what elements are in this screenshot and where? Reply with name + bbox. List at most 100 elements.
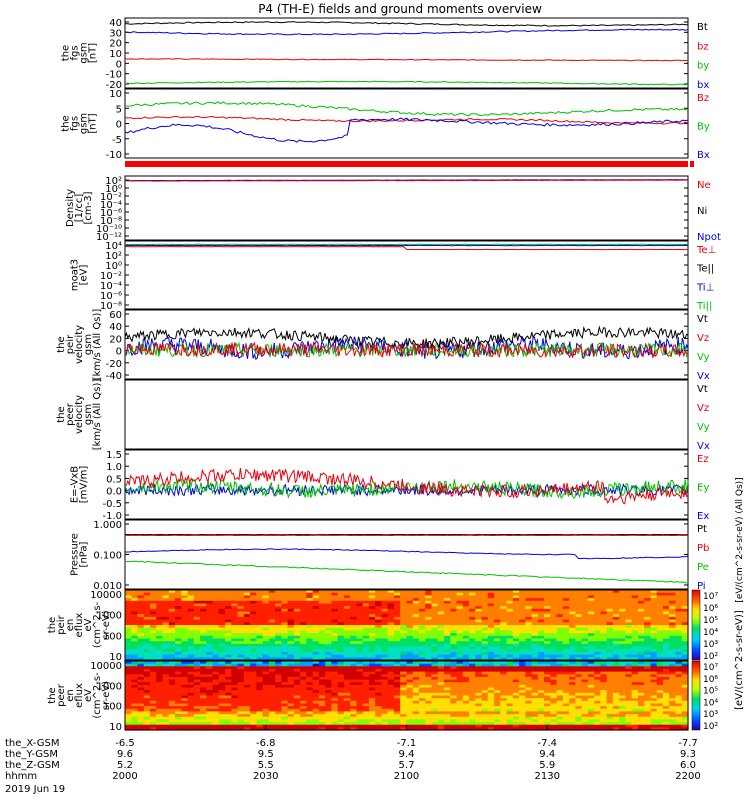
spectrogram-cell [193,682,201,686]
spectrogram-cell [137,722,145,726]
spectrogram-cell [531,711,539,715]
spectrogram-cell [331,666,339,670]
spectrogram-cell [656,627,664,631]
spectrogram-cell [400,661,408,665]
legend-Npot: Npot [697,232,721,243]
spectrogram-cell [325,651,333,656]
spectrogram-cell [337,606,345,610]
spectrogram-cell [250,630,257,634]
spectrogram-cell [456,706,464,710]
spectrogram-cell [400,654,408,658]
spectrogram-cell [456,674,464,678]
spectrogram-cell [650,679,658,683]
spectrogram-cell [587,682,595,686]
spectrogram-cell [650,674,658,678]
spectrogram-cell [481,643,489,648]
spectrogram-cell [481,708,489,713]
spectrogram-cell [218,727,226,731]
spectrogram-cell [187,671,195,675]
spectrogram-cell [419,619,426,623]
spectrogram-cell [369,684,376,689]
spectrogram-cell [475,676,483,681]
spectrogram-cell [206,708,214,713]
spectrogram-cell [462,641,470,645]
spectrogram-cell [512,671,520,675]
spectrogram-cell [487,663,495,667]
spectrogram-cell [537,711,545,715]
spectrogram-cell [281,595,289,599]
spectrogram-cell [293,700,301,705]
spectrogram-cell [487,727,495,731]
spectrogram-cell [337,625,345,629]
spectrogram-cell [650,722,658,726]
spectrogram-cell [525,600,533,605]
spectrogram-cell [175,630,182,634]
spectrogram-cell [394,641,401,645]
spectrogram-cell [225,692,232,697]
spectrogram-cell [125,638,132,642]
xaxis-value: 5.9 [539,760,555,771]
legend-Bz: Bz [697,93,709,104]
spectrogram-cell [137,651,145,656]
spectrogram-cell [575,706,583,710]
spectrogram-cell [600,633,608,637]
spectrogram-cell [562,606,570,610]
spectrogram-cell [631,619,639,623]
spectrogram-cell [206,649,214,653]
spectrogram-cell [275,695,282,699]
spectrogram-cell [343,724,351,728]
spectrogram-cell [356,724,364,728]
spectrogram-cell [606,619,614,623]
spectrogram-cell [337,724,345,728]
spectrogram-cell [312,590,320,594]
spectrogram-cell [156,603,164,607]
spectrogram-cell [444,657,451,661]
spectrogram-cell [362,711,370,715]
spectrogram-cell [625,651,633,656]
spectrogram-cell [437,590,445,594]
colorbar-tick-label: 10³ [703,710,718,720]
spectrogram-cell [381,703,389,707]
spectrogram-cell [494,674,501,678]
spectrogram-cell [256,641,264,645]
spectrogram-cell [262,622,270,626]
spectrogram-cell [231,708,239,713]
spectrogram-cell [681,722,689,726]
spectrogram-cell [537,700,545,705]
spectrogram-cell [262,711,270,715]
spectrogram-cell [606,592,614,596]
spectrogram-cell [681,643,689,648]
spectrogram-cell [619,590,627,594]
spectrogram-cell [125,695,132,699]
spectrogram-cell [231,676,239,681]
colorbar-tick-label: 10⁴ [703,698,718,708]
spectrogram-cell [243,619,251,623]
spectrogram-cell [350,638,358,642]
spectrogram-cell [243,687,251,691]
spectrogram-cell [156,684,164,689]
panel-ylabel-line: velocity [74,395,85,434]
spectrogram-cell [581,619,589,623]
spectrogram-cell [156,692,164,697]
spectrogram-cell [531,643,539,648]
panel-7-tick-label: -0.5 [102,499,122,510]
spectrogram-cell [325,716,333,720]
spectrogram-cell [669,695,677,699]
spectrogram-cell [619,687,627,691]
spectrogram-cell [444,651,451,656]
spectrogram-cell [243,638,251,642]
legend-Vt: Vt [697,384,708,395]
spectrogram-cell [394,606,401,610]
spectrogram-cell [500,608,508,613]
spectrogram-cell [587,614,595,618]
spectrogram-cell [150,682,157,686]
spectrogram-cell [419,676,426,681]
spectrogram-cell [168,654,176,658]
spectrogram-cell [237,676,245,681]
spectrogram-cell [412,598,420,602]
spectrogram-cell [206,700,214,705]
spectrogram-cell [450,595,458,599]
spectrogram-cell [587,687,595,691]
spectrogram-cell [469,651,476,656]
spectrogram-cell [500,700,508,705]
